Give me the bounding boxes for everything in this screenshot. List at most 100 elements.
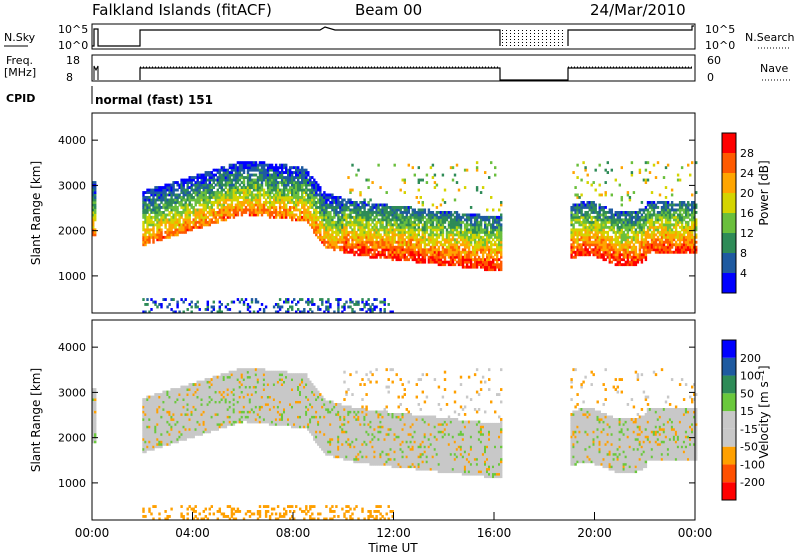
nsearch-tick-low: 10^0 xyxy=(705,39,735,52)
heatmap-cell xyxy=(283,183,286,187)
heatmap-cell xyxy=(274,188,278,192)
heatmap-cell xyxy=(325,223,328,227)
heatmap-cell xyxy=(94,188,97,192)
heatmap-cell xyxy=(327,198,330,202)
heatmap-cell xyxy=(494,248,497,252)
heatmap-cell xyxy=(481,215,485,219)
heatmap-cell xyxy=(94,211,97,214)
heatmap-cell xyxy=(652,203,656,207)
heatmap-cell xyxy=(325,198,328,202)
heatmap-cell xyxy=(652,248,656,252)
heatmap-cell xyxy=(622,225,626,229)
heatmap-cell xyxy=(395,228,398,232)
heatmap-cell xyxy=(256,198,260,202)
heatmap-cell xyxy=(248,181,252,184)
heatmap-cell xyxy=(449,253,453,257)
heatmap-cell xyxy=(258,183,262,187)
heatmap-cell xyxy=(182,178,185,182)
heatmap-cell xyxy=(164,220,167,224)
heatmap-cell xyxy=(345,233,348,237)
heatmap-cell xyxy=(258,163,262,167)
heatmap-cell xyxy=(488,233,491,237)
heatmap-cell xyxy=(327,305,330,309)
heatmap-cell xyxy=(258,161,262,165)
heatmap-cell xyxy=(200,176,203,179)
heatmap-cell xyxy=(644,223,648,227)
heatmap-cell xyxy=(626,193,630,197)
heatmap-cell xyxy=(357,225,360,229)
heatmap-cell xyxy=(423,228,427,232)
heatmap-cell xyxy=(148,213,151,217)
heatmap-cell xyxy=(248,168,252,172)
heatmap-cell xyxy=(238,203,242,207)
heatmap-cell xyxy=(473,255,477,259)
heatmap-cell xyxy=(248,173,252,177)
heatmap-cell xyxy=(363,215,366,219)
heatmap-cell xyxy=(606,243,610,247)
heatmap-cell xyxy=(331,218,334,222)
heatmap-cell xyxy=(620,203,624,207)
heatmap-cell xyxy=(250,166,254,170)
heatmap-cell xyxy=(658,238,662,242)
heatmap-cell xyxy=(393,206,396,209)
heatmap-cell xyxy=(572,255,575,259)
heatmap-cell xyxy=(361,240,364,244)
heatmap-cell xyxy=(598,215,601,219)
heatmap-cell xyxy=(309,223,312,227)
heatmap-cell xyxy=(331,228,334,232)
heatmap-cell xyxy=(289,211,292,214)
heatmap-cell xyxy=(240,173,244,177)
heatmap-cell xyxy=(638,253,642,257)
heatmap-cell xyxy=(254,166,258,170)
heatmap-cell xyxy=(691,201,694,204)
heatmap-cell xyxy=(238,196,242,199)
nsearch-dot xyxy=(518,30,519,31)
heatmap-cell xyxy=(182,198,185,202)
heatmap-cell xyxy=(395,220,398,224)
heatmap-cell xyxy=(278,206,282,209)
heatmap-cell xyxy=(682,201,686,204)
heatmap-cell xyxy=(218,308,222,311)
heatmap-cell xyxy=(222,176,226,179)
heatmap-cell xyxy=(268,181,272,184)
heatmap-cell xyxy=(228,196,232,199)
heatmap-cell xyxy=(453,245,457,249)
heatmap-cell xyxy=(353,310,356,314)
heatmap-cell xyxy=(600,213,603,217)
heatmap-cell xyxy=(425,228,429,232)
heatmap-cell xyxy=(369,255,372,259)
heatmap-cell xyxy=(224,218,228,222)
heatmap-cell xyxy=(283,206,286,209)
heatmap-cell xyxy=(256,178,260,182)
heatmap-cell xyxy=(616,223,620,227)
heatmap-cell xyxy=(439,230,443,234)
nsearch-dot xyxy=(510,30,511,31)
heatmap-cell xyxy=(425,173,429,177)
heatmap-cell xyxy=(592,228,595,232)
heatmap-cell xyxy=(252,181,256,184)
heatmap-cell xyxy=(488,260,491,264)
heatmap-cell xyxy=(220,203,224,207)
heatmap-cell xyxy=(254,203,258,207)
heatmap-cell xyxy=(689,203,692,207)
heatmap-cell xyxy=(321,220,324,224)
heatmap-cell xyxy=(473,215,477,219)
heatmap-cell xyxy=(570,206,573,209)
heatmap-cell xyxy=(329,223,332,227)
nsearch-dot xyxy=(506,36,507,37)
heatmap-cell xyxy=(437,223,441,227)
heatmap-cell xyxy=(592,248,595,252)
heatmap-cell xyxy=(218,211,222,214)
heatmap-cell xyxy=(194,213,197,217)
heatmap-cell xyxy=(640,260,644,264)
heatmap-cell xyxy=(610,260,614,264)
heatmap-cell xyxy=(295,196,298,199)
heatmap-cell xyxy=(415,233,419,237)
heatmap-cell xyxy=(337,203,340,207)
heatmap-cell xyxy=(592,220,595,224)
heatmap-cell xyxy=(576,208,579,212)
heatmap-cell xyxy=(162,196,165,199)
heatmap-cell xyxy=(228,183,232,187)
heatmap-cell xyxy=(158,303,161,306)
heatmap-cell xyxy=(323,235,326,239)
